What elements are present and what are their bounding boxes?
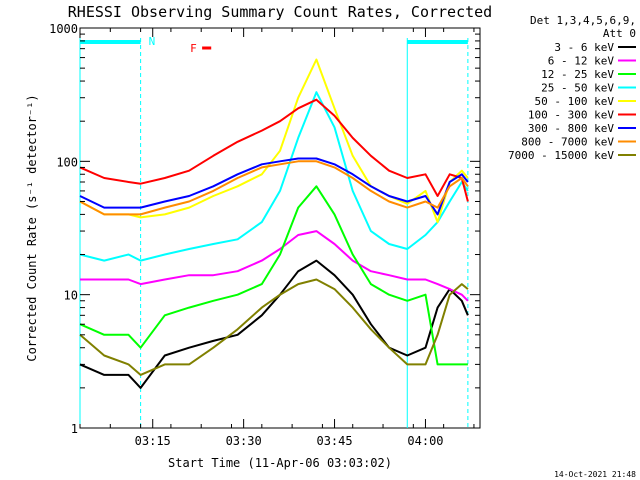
series-line xyxy=(79,91,469,262)
x-tick-label: 03:30 xyxy=(226,434,262,448)
legend-label: 7000 - 15000 keV xyxy=(508,149,614,162)
legend-header: Att 0 xyxy=(603,27,636,40)
series-line xyxy=(79,58,469,224)
x-tick-label: 03:45 xyxy=(316,434,352,448)
series-layer xyxy=(79,58,469,389)
chart-title: RHESSI Observing Summary Count Rates, Co… xyxy=(68,3,492,21)
state-bars: NF xyxy=(79,35,469,428)
legend-header: Det 1,3,4,5,6,9, xyxy=(530,14,636,27)
x-axis-label: Start Time (11-Apr-06 03:03:02) xyxy=(168,456,392,470)
series-line xyxy=(80,230,469,302)
series-line xyxy=(79,278,469,376)
legend-label: 800 - 7000 keV xyxy=(521,136,614,149)
y-axis-label: Corrected Count Rate (s⁻¹ detector⁻¹) xyxy=(25,94,39,361)
plot-frame xyxy=(79,27,481,429)
legend-label: 6 - 12 keV xyxy=(548,55,615,68)
y-tick-label: 10 xyxy=(64,289,78,303)
legend-label: 50 - 100 keV xyxy=(535,95,615,108)
legend-label: 3 - 6 keV xyxy=(554,41,614,54)
legend-label: 300 - 800 keV xyxy=(528,122,614,135)
legend-label: 100 - 300 keV xyxy=(528,109,614,122)
night-annotation: N xyxy=(149,35,156,48)
series-line xyxy=(79,185,468,366)
flare-annotation: F xyxy=(190,42,197,55)
series-line xyxy=(79,160,469,216)
x-tick-label: 03:15 xyxy=(135,434,171,448)
y-tick-label: 100 xyxy=(56,155,78,169)
y-tick-label: 1000 xyxy=(49,22,78,36)
series-line xyxy=(79,98,469,202)
legend-label: 12 - 25 keV xyxy=(541,68,614,81)
x-tick-label: 04:00 xyxy=(407,434,443,448)
y-tick-label: 1 xyxy=(71,422,78,436)
legend-label: 25 - 50 keV xyxy=(541,82,614,95)
timestamp: 14-Oct-2021 21:48 xyxy=(554,470,636,479)
tick-layer: 1 10 100 1000 03:15 03:30 03:45 04:00 xyxy=(49,22,480,448)
plot-axes xyxy=(79,27,481,429)
